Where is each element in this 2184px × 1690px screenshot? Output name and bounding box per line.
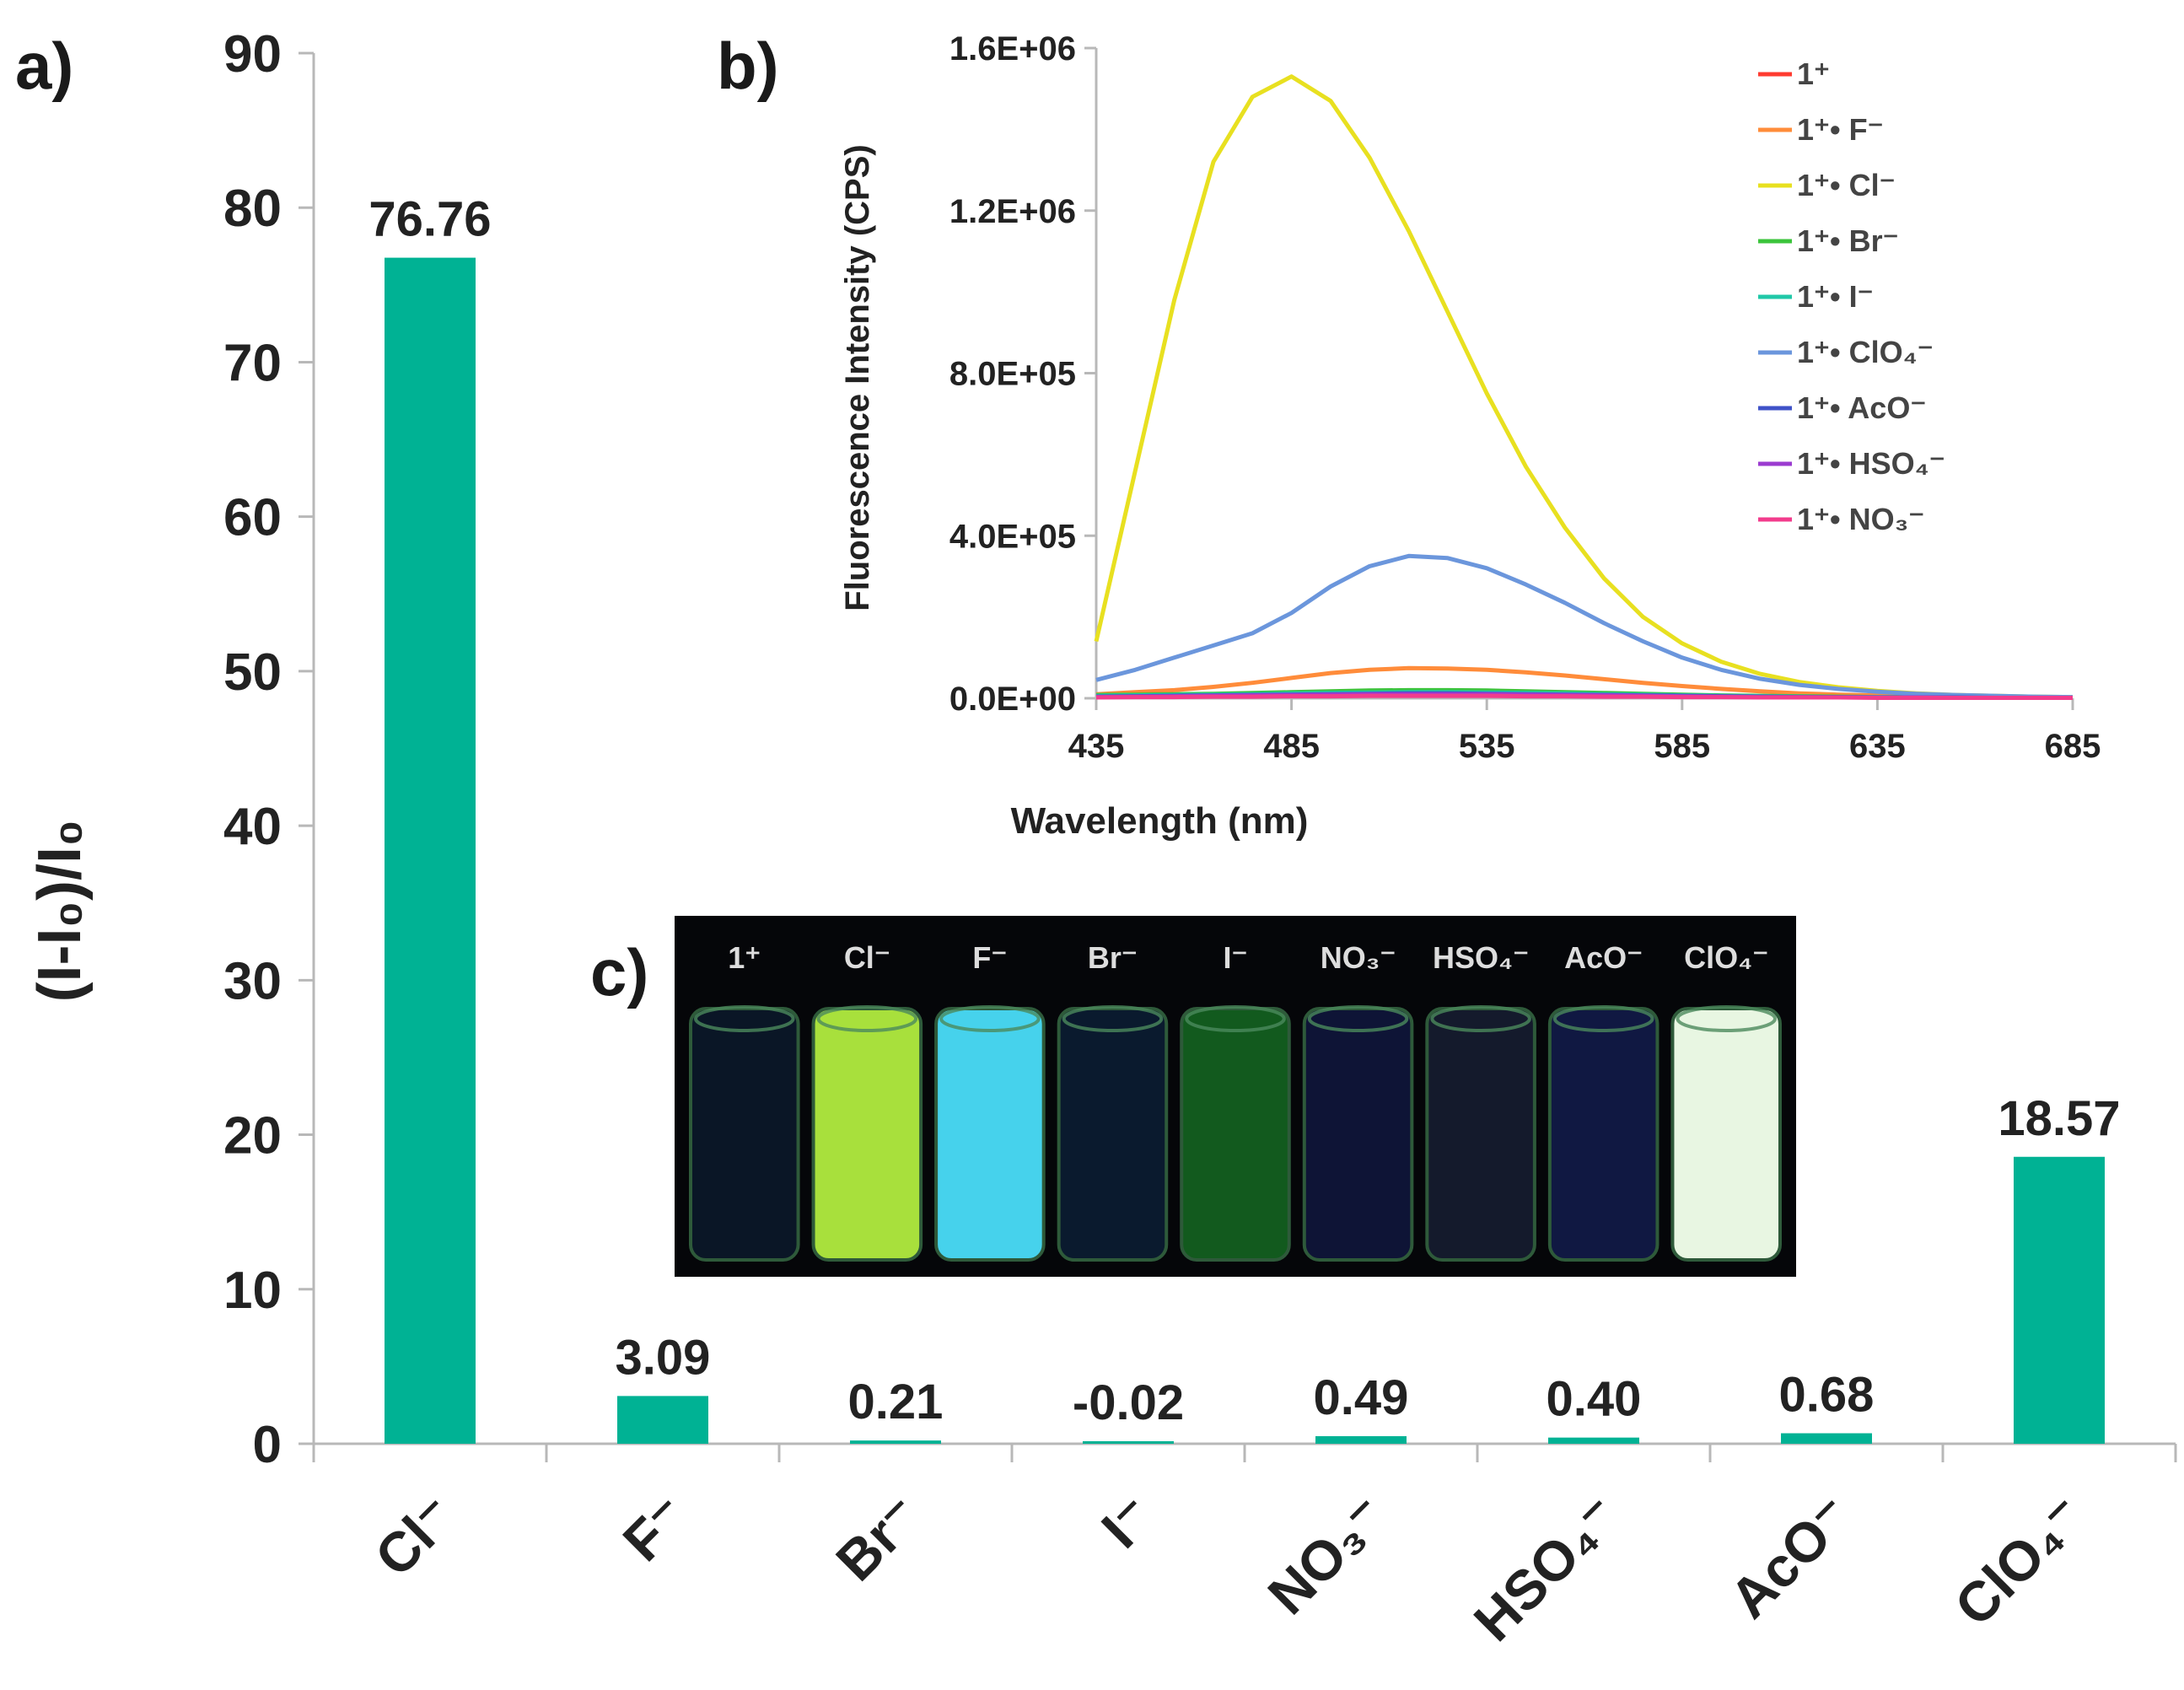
vial-rim <box>1307 1005 1409 1032</box>
x-tick-label: ClO₄⁻ <box>1943 1484 2096 1638</box>
x-tick-label: Cl⁻ <box>363 1484 467 1589</box>
legend-entry: 1⁺• I⁻ <box>1797 279 1874 314</box>
y-tick-label: 60 <box>223 489 282 547</box>
y-tick-label: 80 <box>223 180 282 238</box>
vial-label: I⁻ <box>1223 940 1247 975</box>
y-tick-label-b: 1.2E+06 <box>949 193 1076 230</box>
data-label: 0.49 <box>1314 1370 1409 1425</box>
legend-entry: 1⁺• AcO⁻ <box>1797 390 1926 425</box>
panel-b-label: b) <box>717 29 779 103</box>
vial-rim <box>1062 1005 1164 1032</box>
y-tick-label: 30 <box>223 952 282 1010</box>
panel-c-label: c) <box>590 935 648 1009</box>
x-axis-title: Wavelength (nm) <box>1011 800 1309 842</box>
vial-rim <box>816 1005 918 1032</box>
vial-label: ClO₄⁻ <box>1684 940 1768 975</box>
legend-entry: 1⁺• HSO₄⁻ <box>1797 446 1945 481</box>
data-label: 0.40 <box>1547 1372 1642 1427</box>
y-tick-label: 20 <box>223 1107 282 1165</box>
x-tick-label-b: 535 <box>1459 728 1515 765</box>
vial-label: HSO₄⁻ <box>1433 940 1529 975</box>
y-tick-label: 70 <box>223 334 282 392</box>
vial-label: F⁻ <box>972 940 1007 975</box>
x-tick-label: Br⁻ <box>824 1484 933 1593</box>
legend-entry: 1⁺• F⁻ <box>1797 112 1884 147</box>
y-tick-label-b: 0.0E+00 <box>949 681 1076 718</box>
legend-entry: 1⁺• ClO₄⁻ <box>1797 335 1934 369</box>
vial-rim <box>1430 1005 1531 1032</box>
x-tick-label: F⁻ <box>611 1484 699 1573</box>
data-label: 0.21 <box>848 1375 944 1429</box>
vial-label: NO₃⁻ <box>1321 940 1396 975</box>
data-label: 18.57 <box>1998 1091 2120 1146</box>
y-tick-label-b: 4.0E+05 <box>949 518 1076 555</box>
vial-rim <box>1185 1005 1286 1032</box>
vial-rim <box>939 1005 1041 1032</box>
panel-a-label: a) <box>15 29 73 103</box>
y-tick-label: 50 <box>223 643 282 702</box>
vial <box>1670 1007 1783 1262</box>
vial <box>934 1007 1046 1262</box>
series-line <box>1095 693 2073 700</box>
y-axis-title-b: Fluorescence Intensity (CPS) <box>839 144 876 611</box>
legend-entry: 1⁺ <box>1797 57 1830 91</box>
y-tick-label: 90 <box>223 25 282 83</box>
bar <box>385 257 476 1445</box>
x-tick-label-b: 435 <box>1068 728 1125 765</box>
vial-rim <box>1676 1005 1777 1032</box>
vial-rim <box>1552 1005 1654 1032</box>
vials-photo: 1⁺ Cl⁻ F⁻ Br⁻ I⁻ NO₃⁻ HSO₄⁻ AcO⁻ ClO₄⁻ <box>675 916 1796 1277</box>
legend-entry: 1⁺• NO₃⁻ <box>1797 502 1924 536</box>
bar <box>2014 1156 2105 1444</box>
vial <box>1180 1007 1291 1262</box>
series-line <box>1094 74 2074 700</box>
series-line <box>1095 553 2074 700</box>
vial <box>811 1007 923 1262</box>
bar <box>1781 1433 1872 1444</box>
y-tick-label: 10 <box>223 1262 282 1320</box>
line-chart: 0.0E+00 4.0E+05 8.0E+05 1.2E+06 1.6E+06 435 48… <box>949 30 2101 765</box>
vial <box>1547 1007 1660 1262</box>
x-tick-label-b: 485 <box>1263 728 1320 765</box>
y-tick-label-b: 8.0E+05 <box>949 356 1076 393</box>
x-tick-label-b: 635 <box>1849 728 1906 765</box>
x-tick-label-b: 585 <box>1654 728 1710 765</box>
x-tick-label: I⁻ <box>1089 1484 1165 1560</box>
vial <box>1057 1007 1169 1262</box>
y-tick-label: 40 <box>223 798 282 856</box>
y-tick-label: 0 <box>253 1416 282 1474</box>
vial-label: Br⁻ <box>1088 940 1138 975</box>
vial-label: Cl⁻ <box>844 940 890 975</box>
bar <box>617 1396 708 1444</box>
data-label: -0.02 <box>1073 1375 1184 1430</box>
data-label: 0.68 <box>1779 1368 1875 1423</box>
data-label: 3.09 <box>616 1330 711 1385</box>
bar <box>1083 1441 1174 1444</box>
y-tick-label-b: 1.6E+06 <box>949 30 1076 67</box>
data-label: 76.76 <box>368 192 491 247</box>
legend-entry: 1⁺• Br⁻ <box>1797 223 1899 258</box>
x-tick-label: HSO₄⁻ <box>1462 1484 1631 1653</box>
vial <box>689 1007 800 1262</box>
x-tick-label-b: 685 <box>2045 728 2101 765</box>
vial-label: AcO⁻ <box>1564 940 1643 975</box>
bar <box>850 1440 941 1444</box>
vial-label: 1⁺ <box>728 940 761 975</box>
x-tick-label: AcO⁻ <box>1718 1484 1864 1630</box>
x-tick-label: NO₃⁻ <box>1256 1484 1398 1627</box>
legend-entry: 1⁺• Cl⁻ <box>1797 168 1896 202</box>
y-axis-title: (I-I₀)/I₀ <box>26 820 94 1003</box>
vial-rim <box>694 1005 795 1032</box>
bar <box>1315 1436 1407 1444</box>
bar <box>1548 1437 1639 1444</box>
vial <box>1302 1007 1414 1262</box>
vial <box>1425 1007 1536 1262</box>
